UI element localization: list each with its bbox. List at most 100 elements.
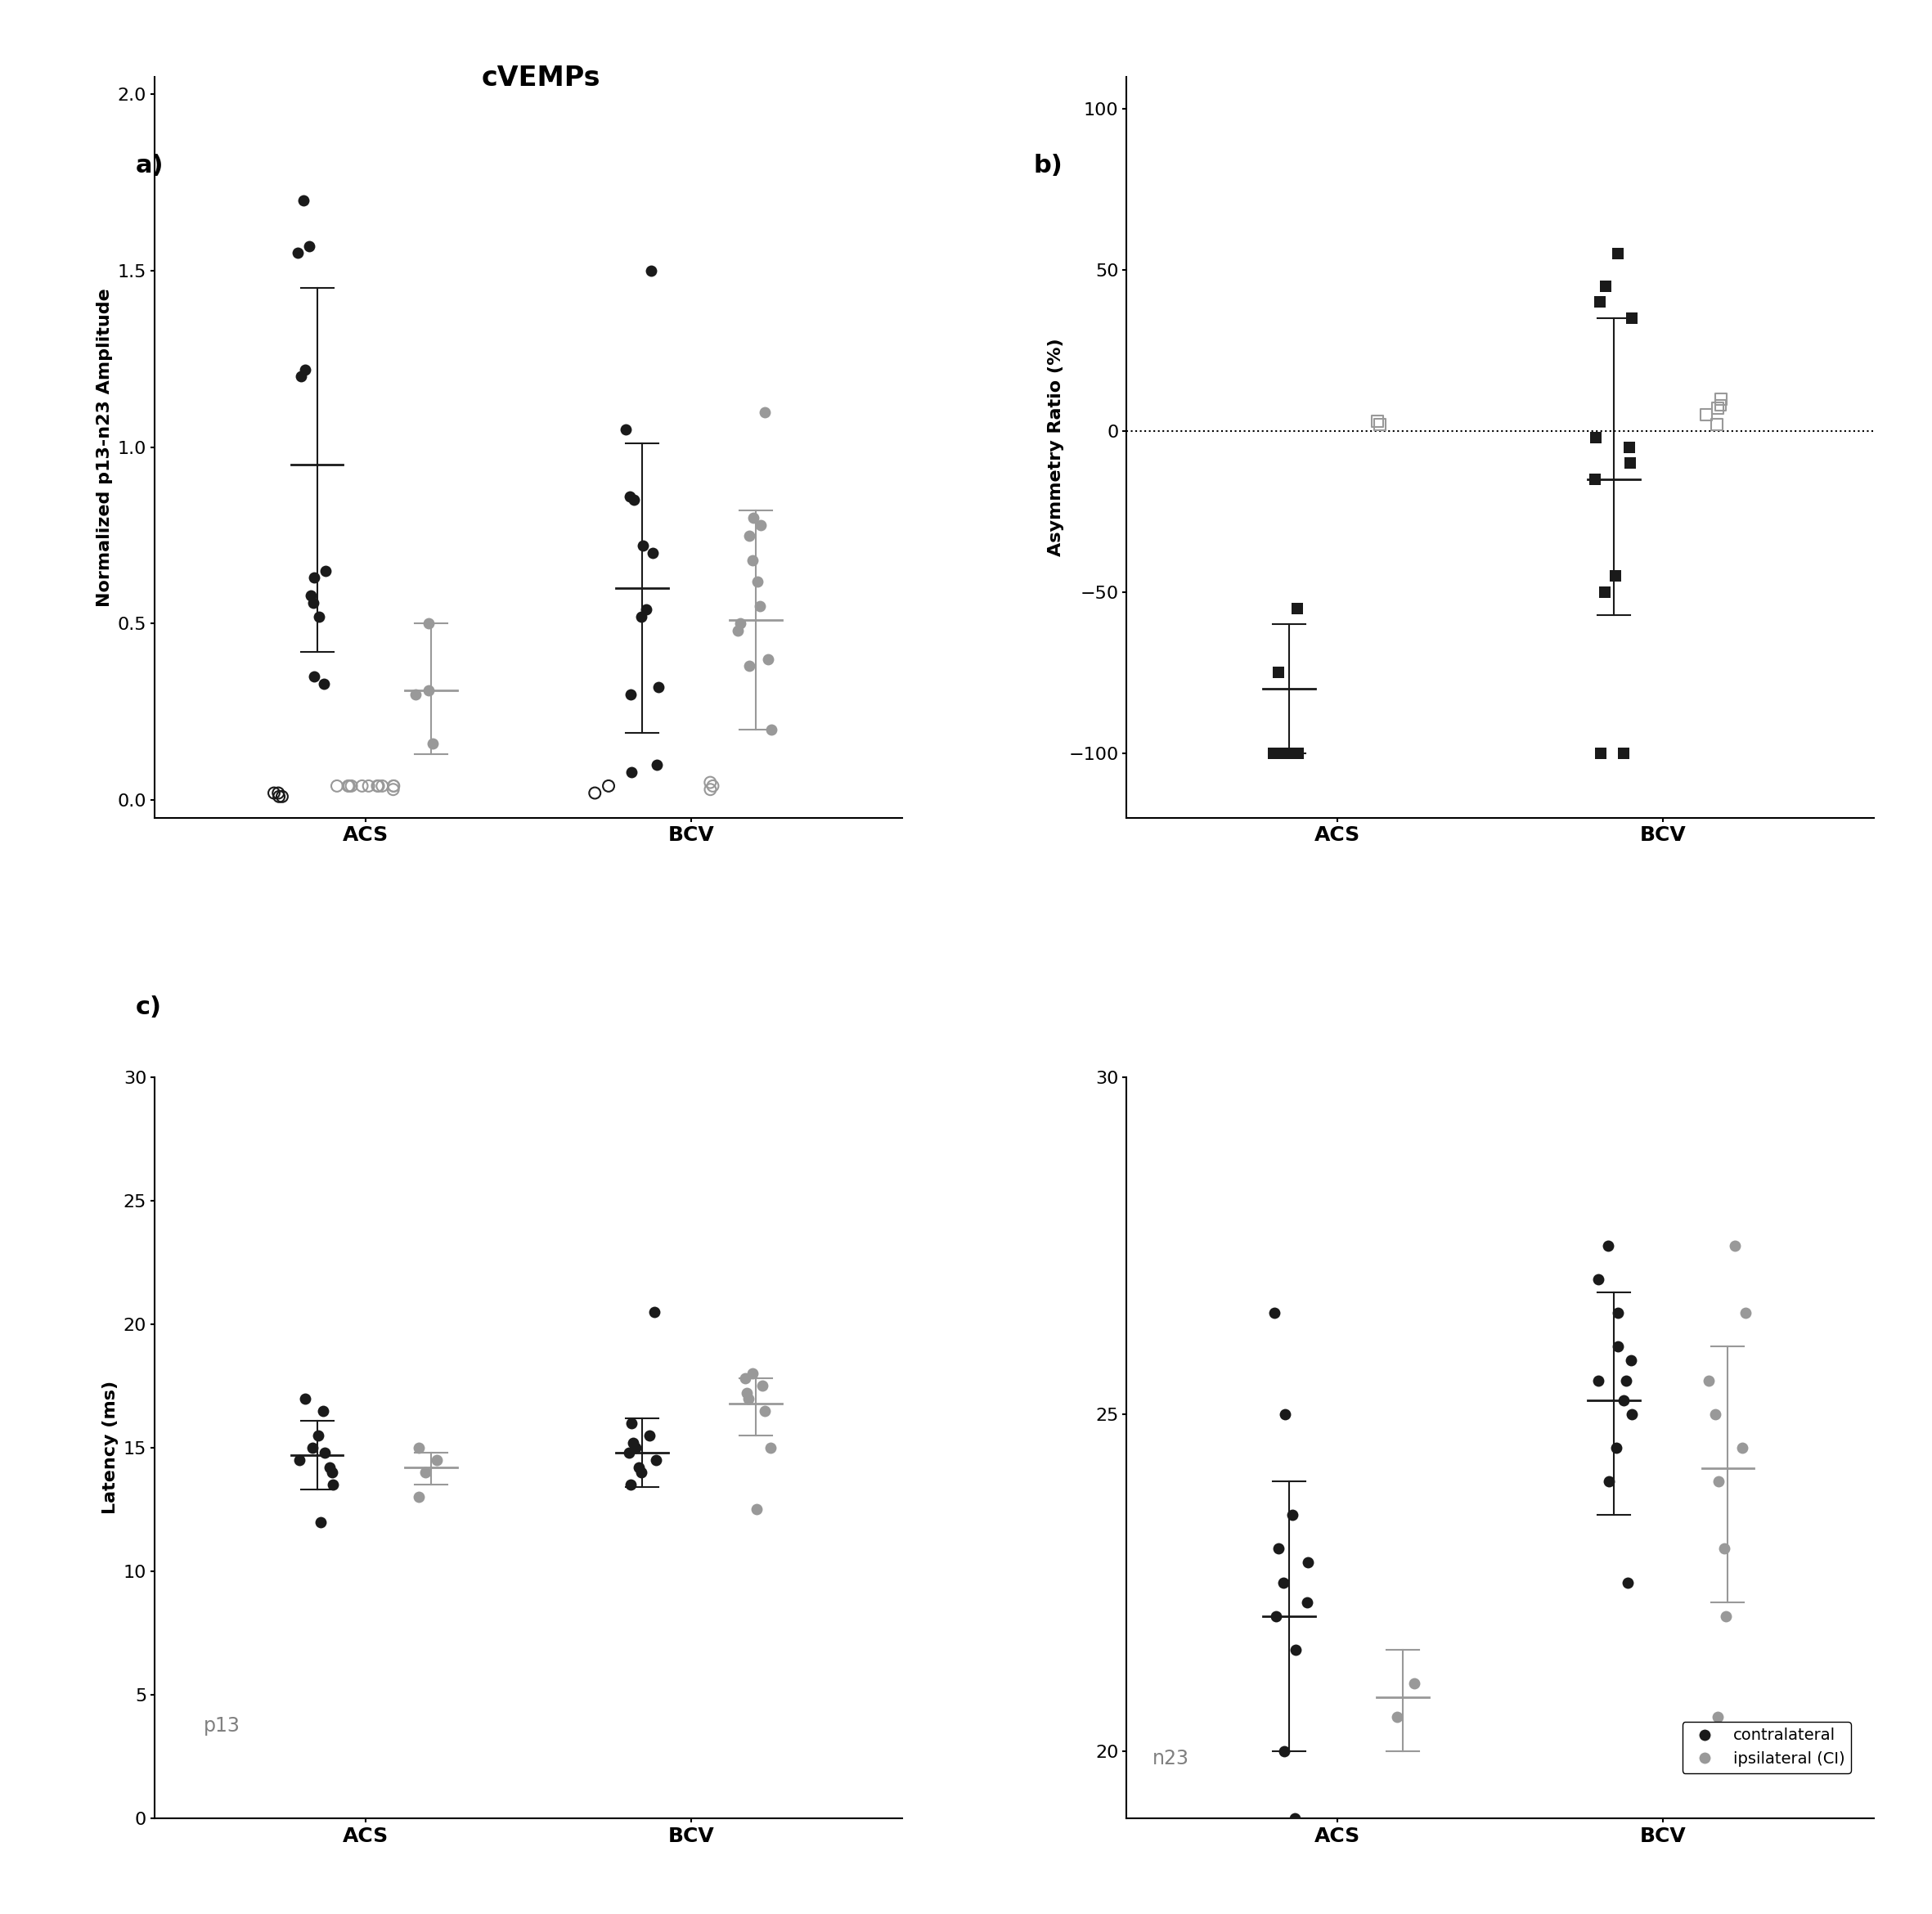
Point bbox=[284, 1445, 315, 1476]
Point bbox=[1708, 1533, 1739, 1564]
Point bbox=[1582, 1365, 1613, 1395]
Point bbox=[696, 773, 726, 804]
Point bbox=[1615, 1346, 1646, 1376]
Point bbox=[1604, 239, 1634, 270]
Point bbox=[267, 781, 298, 812]
Point bbox=[336, 771, 367, 802]
Point bbox=[305, 1506, 336, 1537]
Point bbox=[346, 771, 377, 802]
Point bbox=[1604, 1332, 1634, 1363]
Point bbox=[643, 672, 674, 702]
Point bbox=[410, 1457, 440, 1487]
Point bbox=[1264, 657, 1294, 687]
Point bbox=[746, 509, 777, 540]
Point bbox=[1702, 1466, 1733, 1497]
Point bbox=[404, 1481, 435, 1512]
Point bbox=[1264, 1533, 1294, 1564]
Point bbox=[626, 601, 657, 632]
Point bbox=[614, 1437, 645, 1468]
Point bbox=[1364, 410, 1395, 440]
Point bbox=[379, 771, 410, 802]
Point bbox=[309, 1437, 340, 1468]
Text: c): c) bbox=[135, 995, 162, 1020]
Point bbox=[400, 679, 431, 710]
Text: p13: p13 bbox=[203, 1717, 240, 1736]
Point bbox=[632, 593, 663, 624]
Text: b): b) bbox=[1034, 153, 1063, 178]
Point bbox=[1584, 739, 1615, 769]
Point bbox=[634, 1420, 665, 1451]
Point bbox=[1617, 302, 1648, 333]
Point bbox=[580, 777, 611, 808]
Point bbox=[736, 1359, 767, 1390]
Point bbox=[361, 771, 392, 802]
Point bbox=[332, 771, 363, 802]
Point bbox=[309, 668, 340, 699]
Point bbox=[750, 1395, 781, 1426]
Point bbox=[734, 651, 765, 681]
Point bbox=[616, 756, 647, 787]
Point bbox=[1260, 1600, 1291, 1631]
Point bbox=[367, 771, 398, 802]
Point bbox=[626, 1457, 657, 1487]
Point bbox=[1265, 739, 1296, 769]
Point bbox=[639, 1296, 670, 1326]
Point bbox=[259, 777, 290, 808]
Point bbox=[1607, 739, 1638, 769]
Point bbox=[317, 1457, 348, 1487]
Point bbox=[1381, 1702, 1412, 1732]
Point bbox=[1710, 1600, 1741, 1631]
Point bbox=[618, 484, 649, 515]
Point bbox=[641, 750, 672, 781]
Point bbox=[317, 1470, 348, 1501]
Text: n23: n23 bbox=[1153, 1749, 1190, 1769]
Point bbox=[1617, 1399, 1648, 1430]
Point bbox=[1279, 1635, 1310, 1665]
Point bbox=[301, 1420, 332, 1451]
Point bbox=[734, 521, 765, 551]
Point bbox=[263, 781, 294, 812]
Point bbox=[624, 1453, 655, 1483]
Point bbox=[1702, 410, 1733, 440]
Point bbox=[1580, 423, 1611, 454]
Point bbox=[638, 538, 668, 568]
Point bbox=[1264, 739, 1294, 769]
Point bbox=[734, 1384, 765, 1414]
Point bbox=[611, 413, 641, 444]
Point bbox=[1277, 1501, 1308, 1531]
Point bbox=[354, 771, 384, 802]
Point bbox=[744, 591, 775, 622]
Point bbox=[1279, 1803, 1310, 1834]
Point bbox=[1283, 739, 1314, 769]
Point bbox=[618, 1428, 649, 1458]
Point bbox=[738, 545, 769, 576]
Point bbox=[1584, 287, 1615, 318]
Point bbox=[1590, 270, 1621, 300]
Point bbox=[1602, 1298, 1633, 1328]
Point bbox=[311, 555, 342, 586]
Point bbox=[620, 1432, 651, 1462]
Point bbox=[1594, 1466, 1625, 1497]
Point bbox=[417, 729, 448, 760]
Y-axis label: Normalized p13-n23 Amplitude: Normalized p13-n23 Amplitude bbox=[97, 287, 114, 607]
Point bbox=[732, 1378, 763, 1409]
Point bbox=[413, 609, 444, 639]
Point bbox=[730, 1363, 761, 1393]
Point bbox=[263, 777, 294, 808]
Point bbox=[1269, 1736, 1300, 1767]
Point bbox=[755, 1432, 786, 1462]
Y-axis label: Latency (ms): Latency (ms) bbox=[102, 1382, 120, 1514]
Point bbox=[1727, 1432, 1758, 1462]
Text: cVEMPs: cVEMPs bbox=[481, 65, 601, 92]
Point bbox=[1613, 433, 1644, 463]
Point bbox=[1611, 1365, 1642, 1395]
Point bbox=[742, 567, 773, 597]
Point bbox=[738, 501, 769, 532]
Point bbox=[298, 1432, 328, 1462]
Point bbox=[1700, 1399, 1731, 1430]
Point bbox=[1602, 1432, 1633, 1462]
Point bbox=[614, 1470, 645, 1501]
Point bbox=[313, 1453, 344, 1483]
Point bbox=[334, 771, 365, 802]
Point bbox=[1702, 392, 1733, 423]
